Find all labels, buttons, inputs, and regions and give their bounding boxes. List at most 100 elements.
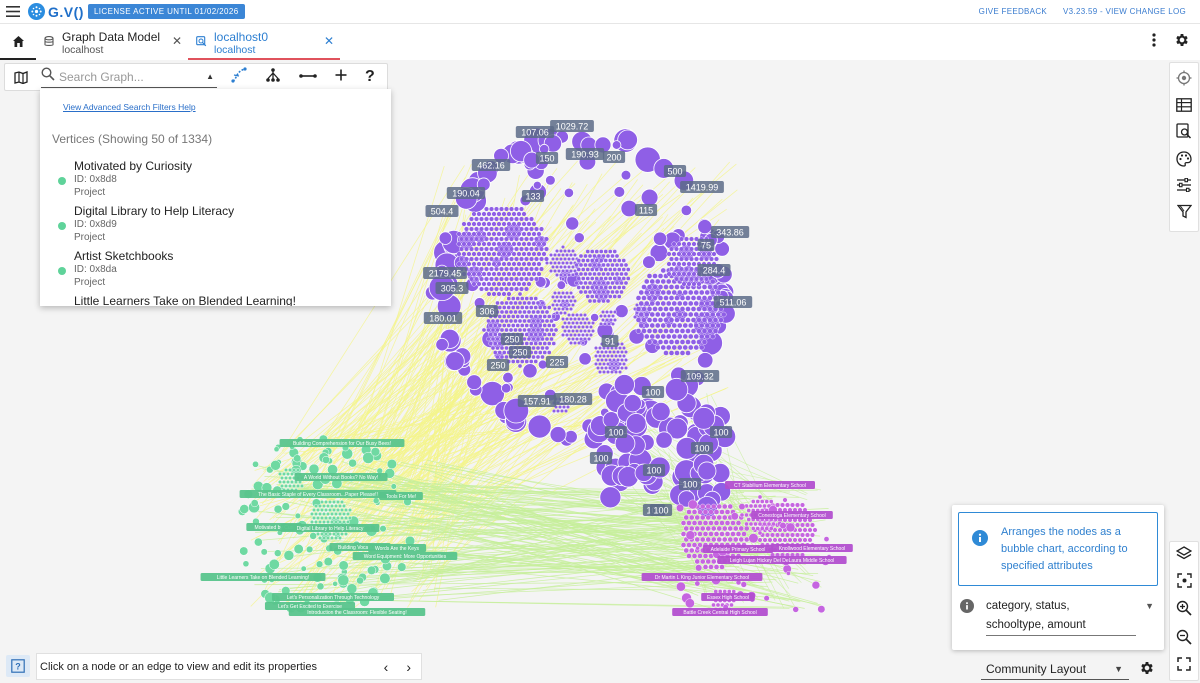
tab-localhost0[interactable]: localhost0 localhost ✕: [188, 25, 340, 60]
purple-node: [601, 271, 606, 277]
vertex-result-item[interactable]: Motivated by Curiosity ID: 0x8d8 Project: [58, 159, 378, 199]
green-node: [344, 532, 349, 537]
purple-node: [527, 414, 552, 439]
add-edge-icon[interactable]: [299, 68, 317, 86]
node-label: 150: [539, 154, 554, 164]
magenta-node: [741, 531, 747, 537]
green-node: [336, 508, 341, 513]
layout-options-panel: Arranges the nodes as a bubble chart, ac…: [952, 505, 1164, 650]
purple-node: [511, 271, 517, 277]
purple-node: [538, 332, 543, 337]
menu-icon[interactable]: [0, 0, 26, 24]
purple-node: [592, 298, 597, 304]
fit-selection-icon[interactable]: [1176, 573, 1192, 593]
green-node: [288, 476, 293, 481]
magenta-node: [686, 509, 692, 515]
purple-node: [519, 216, 525, 222]
purple-node: [531, 345, 536, 351]
search-input[interactable]: [59, 69, 199, 84]
purple-node: [686, 271, 692, 277]
node-label: Motivated by Curi: [255, 525, 294, 531]
magenta-node: [812, 527, 818, 533]
layers-icon[interactable]: [1175, 545, 1193, 566]
node-label: CT Stabilium Elementary School: [734, 483, 806, 489]
purple-node: [456, 261, 462, 267]
more-options-icon[interactable]: [1152, 33, 1156, 52]
magenta-node: [744, 521, 749, 527]
magenta-node: [738, 503, 746, 511]
locate-target-icon[interactable]: [1176, 70, 1192, 91]
purple-node: [611, 313, 616, 318]
layout-attributes-select[interactable]: category, status, schooltype, amount ▼: [958, 597, 1158, 636]
table-view-icon[interactable]: [1176, 97, 1192, 117]
give-feedback-link[interactable]: GIVE FEEDBACK: [978, 7, 1048, 16]
green-node: [286, 472, 291, 477]
purple-node: [611, 322, 616, 327]
purple-node: [511, 296, 516, 301]
fullscreen-icon[interactable]: [1177, 657, 1191, 676]
purple-node: [526, 281, 532, 287]
properties-panel-toggle-icon[interactable]: ?: [6, 655, 30, 677]
help-question-icon[interactable]: ?: [365, 68, 375, 85]
vertex-result-item[interactable]: Digital Library to Help Literacy ID: 0x8…: [58, 204, 378, 244]
green-node: [316, 508, 321, 513]
purple-node: [469, 216, 475, 222]
map-icon[interactable]: [5, 70, 37, 84]
tree-hierarchy-icon[interactable]: [265, 67, 281, 88]
purple-node: [461, 241, 467, 247]
purple-node: [526, 271, 532, 277]
purple-node: [660, 278, 667, 285]
green-node: [326, 520, 331, 525]
purple-node: [549, 336, 554, 342]
next-chevron-icon[interactable]: ›: [406, 658, 411, 675]
zoom-out-icon[interactable]: [1176, 629, 1192, 650]
zoom-in-icon[interactable]: [1176, 600, 1192, 621]
search-field[interactable]: ▲: [41, 66, 217, 88]
previous-chevron-icon[interactable]: ‹: [383, 658, 389, 675]
purple-node: [506, 305, 512, 310]
green-node: [337, 574, 350, 587]
version-changelog-link[interactable]: V3.23.59 - VIEW CHANGE LOG: [1063, 7, 1186, 16]
layout-select[interactable]: Community Layout ▼: [981, 658, 1129, 680]
purple-node: [553, 290, 558, 295]
settings-gear-icon[interactable]: [1174, 32, 1190, 53]
close-icon[interactable]: ✕: [171, 34, 182, 48]
layout-settings-gear-icon[interactable]: [1134, 655, 1160, 681]
search-dropdown-caret-icon[interactable]: ▲: [206, 72, 214, 81]
purple-node: [610, 280, 615, 286]
purple-node: [555, 294, 560, 299]
tab-graph-data-model[interactable]: Graph Data Model localhost ✕: [36, 25, 188, 60]
node-label: Battle Creek Central High School: [683, 610, 756, 616]
chevron-down-icon[interactable]: ▼: [1145, 601, 1154, 611]
path-finder-icon[interactable]: [231, 66, 247, 88]
magenta-node: [708, 564, 714, 570]
magenta-node: [802, 527, 808, 533]
close-icon[interactable]: ✕: [323, 34, 334, 48]
node-label: 180.01: [429, 314, 457, 324]
vertex-result-item[interactable]: Artist Sketchbooks ID: 0x8da Project: [58, 249, 378, 289]
purple-node: [559, 310, 564, 315]
purple-node: [638, 311, 645, 318]
purple-node: [596, 350, 601, 355]
purple-node: [529, 226, 535, 232]
add-vertex-icon[interactable]: [335, 68, 347, 86]
advanced-search-help-link[interactable]: View Advanced Search Filters Help: [63, 102, 196, 112]
query-search-icon[interactable]: [1176, 123, 1192, 144]
purple-node: [522, 327, 527, 333]
green-node: [338, 504, 343, 509]
purple-node: [652, 317, 658, 323]
graph-nodes[interactable]: [237, 127, 832, 614]
magenta-node: [729, 602, 734, 608]
purple-node: [577, 325, 582, 330]
purple-node: [666, 278, 672, 285]
home-icon: [12, 36, 24, 47]
purple-node: [519, 286, 525, 292]
node-label: 100: [713, 428, 728, 438]
purple-node: [508, 318, 514, 324]
home-tab[interactable]: [0, 25, 36, 60]
sliders-settings-icon[interactable]: [1176, 178, 1192, 197]
filter-funnel-icon[interactable]: [1176, 204, 1192, 224]
vertex-result-item[interactable]: Little Learners Take on Blended Learning…: [58, 294, 378, 306]
palette-icon[interactable]: [1176, 151, 1192, 172]
